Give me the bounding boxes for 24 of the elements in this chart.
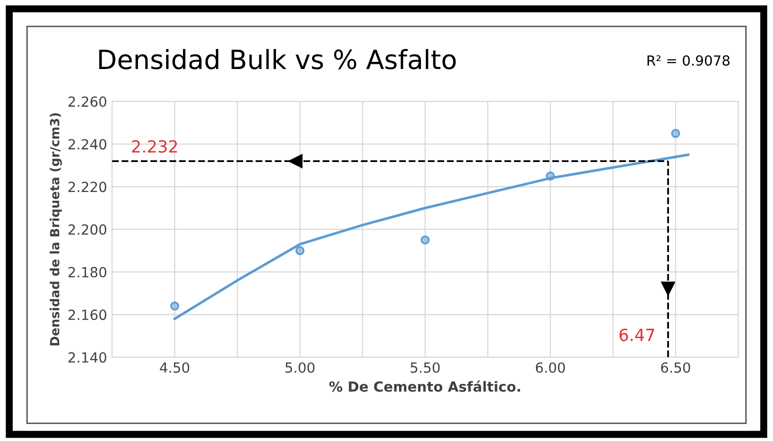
y-tick-label: 2.220 (68, 182, 106, 192)
line-series (173, 153, 690, 320)
x-tick-label: 5.00 (286, 362, 314, 373)
y-tick-label: 2.200 (68, 224, 106, 235)
x-tick-label: 5.50 (410, 362, 440, 373)
y-axis-title: Densidad de la Briqueta (gr/cm3) (50, 113, 62, 346)
point (546, 172, 555, 181)
x-tick-label: 6.00 (536, 362, 565, 373)
chart-title: Densidad Bulk vs % Asfalto (99, 48, 456, 70)
point (170, 302, 180, 311)
point (671, 128, 680, 138)
point (420, 235, 430, 244)
y-tick-label: 2.160 (68, 310, 106, 320)
x-axis-title: % De Cemento Asfáltico. (329, 380, 520, 392)
y-tick-label: 2.140 (68, 352, 106, 363)
text: R² = 0.9078 (648, 55, 730, 66)
y-tick-label: 2.240 (68, 139, 106, 150)
ref-line-label: 2.232 (132, 140, 177, 153)
x-tick-label: 6.50 (661, 362, 690, 373)
point (295, 246, 304, 256)
ref-line-label: 6.47 (620, 328, 654, 342)
x-tick-label: 4.50 (160, 362, 190, 373)
y-tick-label: 2.180 (68, 266, 106, 278)
y-tick-label: 2.260 (68, 96, 106, 107)
